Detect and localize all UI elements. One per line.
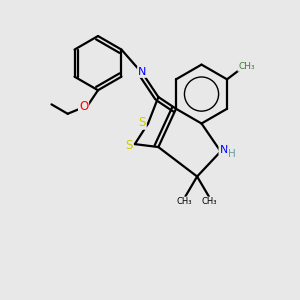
Text: N: N [219, 145, 228, 155]
Text: O: O [79, 100, 88, 113]
Text: CH₃: CH₃ [238, 62, 255, 71]
Text: N: N [138, 67, 146, 77]
Text: H: H [228, 149, 236, 159]
Text: S: S [139, 116, 146, 129]
Text: CH₃: CH₃ [202, 197, 217, 206]
Text: CH₃: CH₃ [177, 197, 193, 206]
Text: S: S [125, 139, 133, 152]
